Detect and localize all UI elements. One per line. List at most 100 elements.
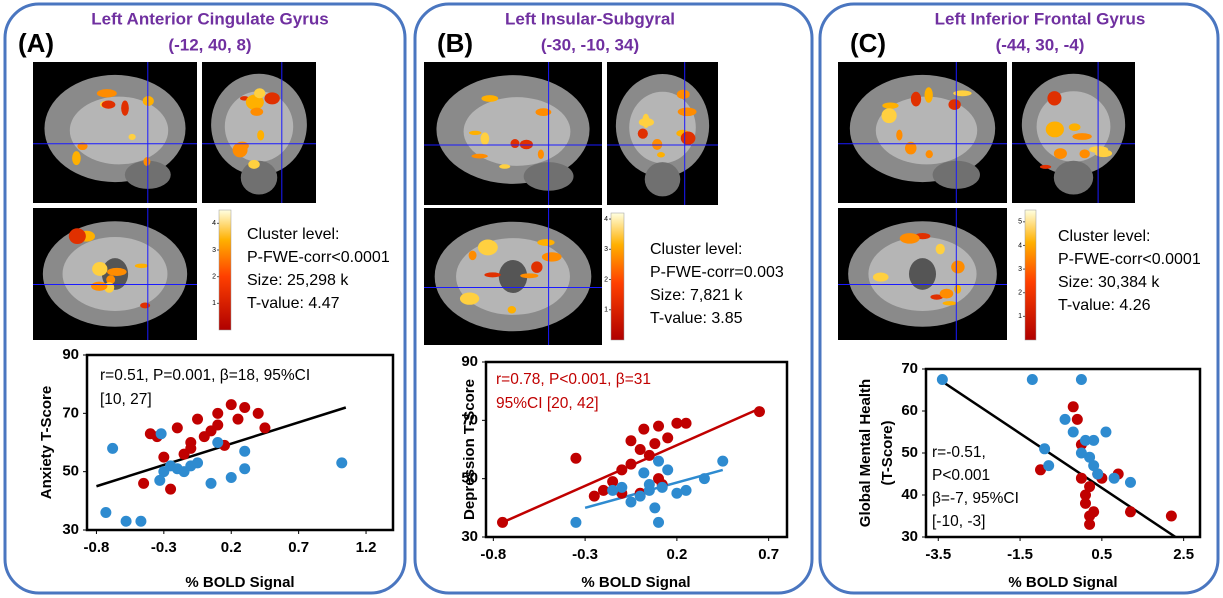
y-tick-label: 50 (461, 470, 478, 487)
activation-blob (250, 107, 264, 116)
cluster-info: P-FWE-corr<0.0001 (247, 249, 390, 266)
data-point (239, 463, 251, 475)
activation-blob (468, 130, 482, 135)
data-point (212, 437, 224, 448)
data-point (1088, 506, 1100, 518)
stats-annotation: P<0.001 (932, 467, 990, 484)
region-coords: (-30, -10, 34) (541, 35, 639, 54)
data-point (1071, 413, 1083, 425)
data-point (1084, 451, 1096, 463)
activation-blob (499, 164, 511, 169)
x-tick-label: 2.5 (1173, 546, 1194, 563)
activation-blob (935, 243, 945, 255)
y-tick-label: 50 (62, 463, 79, 480)
activation-blob (905, 141, 917, 155)
data-point (1079, 497, 1091, 509)
activation-blob (882, 102, 899, 109)
data-point (239, 402, 251, 413)
data-point (336, 457, 348, 469)
cluster-info: T-value: 4.47 (247, 295, 340, 312)
activation-blob (939, 288, 954, 299)
activation-blob (134, 263, 149, 269)
colorbar-tick-label: 1 (212, 300, 216, 307)
region-title: Left Insular-Subgyral (505, 9, 675, 28)
data-point (100, 507, 112, 518)
region-coords: (-44, 30, -4) (996, 35, 1085, 54)
data-point (1088, 460, 1100, 472)
colorbar-tick-label: 4 (212, 220, 216, 227)
activation-blob (248, 159, 260, 169)
data-point (698, 473, 710, 485)
activation-blob (77, 142, 88, 151)
panel-label: (A) (18, 28, 54, 58)
activation-blob (1039, 164, 1052, 169)
region-title: Left Inferior Frontal Gyrus (935, 9, 1146, 28)
data-point (717, 455, 729, 467)
data-point (616, 481, 628, 493)
brain-tissue (69, 96, 169, 165)
activation-blob (468, 250, 477, 261)
y-axis-label: Depression T-Score (461, 379, 478, 520)
activation-blob (245, 94, 264, 110)
cluster-info: Cluster level: (247, 226, 339, 243)
x-tick-label: -0.8 (480, 546, 506, 563)
data-point (1079, 489, 1091, 501)
activation-blob (96, 89, 117, 98)
data-point (1075, 472, 1087, 484)
activation-blob (925, 150, 933, 159)
data-point (625, 435, 637, 447)
activation-blob (1068, 123, 1081, 131)
cluster-info: Cluster level: (1058, 228, 1150, 245)
colorbar (218, 209, 232, 331)
activation-blob (899, 233, 920, 244)
data-point (205, 477, 217, 489)
y-tick-label: 50 (901, 444, 918, 461)
activation-blob (541, 252, 562, 262)
colorbar-tick-label: 2 (212, 274, 216, 281)
activation-blob (106, 275, 116, 285)
data-point (649, 438, 661, 450)
cluster-info: Size: 25,298 k (247, 272, 349, 289)
data-point (570, 516, 582, 528)
data-point (570, 452, 582, 464)
y-tick-label: 60 (901, 402, 918, 419)
brain-tissue (1053, 160, 1094, 195)
y-axis-label: (T-Score) (879, 420, 896, 485)
activation-blob (484, 272, 501, 278)
activation-blob (254, 88, 266, 99)
activation-blob (930, 294, 944, 300)
colorbar-tick-label: 4 (604, 216, 608, 223)
data-point (1075, 374, 1087, 385)
data-point (671, 417, 683, 429)
activation-blob (637, 128, 648, 139)
activation-blob (948, 99, 961, 110)
activation-blob (520, 273, 539, 279)
x-tick-label: 1.2 (356, 539, 377, 556)
data-point (497, 516, 509, 528)
data-point (607, 484, 619, 496)
data-point (192, 413, 204, 425)
data-point (259, 422, 271, 434)
x-tick-label: -0.8 (84, 539, 110, 556)
fit-line (941, 380, 1177, 539)
data-point (671, 487, 683, 499)
y-tick-label: 90 (461, 353, 478, 370)
data-point (616, 464, 628, 476)
data-point (643, 449, 655, 461)
panel-frame (3, 2, 407, 595)
activation-blob (1079, 149, 1090, 159)
data-point (212, 407, 224, 419)
data-point (1165, 510, 1177, 522)
stats-annotation: r=-0.51, (932, 444, 986, 461)
data-point (1067, 426, 1079, 438)
x-tick-label: 0.2 (666, 546, 687, 563)
activation-blob (872, 272, 889, 282)
data-point (588, 490, 600, 502)
data-point (158, 451, 170, 463)
data-point (653, 420, 665, 432)
activation-blob (107, 267, 127, 276)
panel-frame (818, 2, 1220, 595)
data-point (638, 423, 650, 435)
panel-frame (413, 2, 814, 595)
cluster-info: T-value: 3.85 (650, 310, 743, 327)
